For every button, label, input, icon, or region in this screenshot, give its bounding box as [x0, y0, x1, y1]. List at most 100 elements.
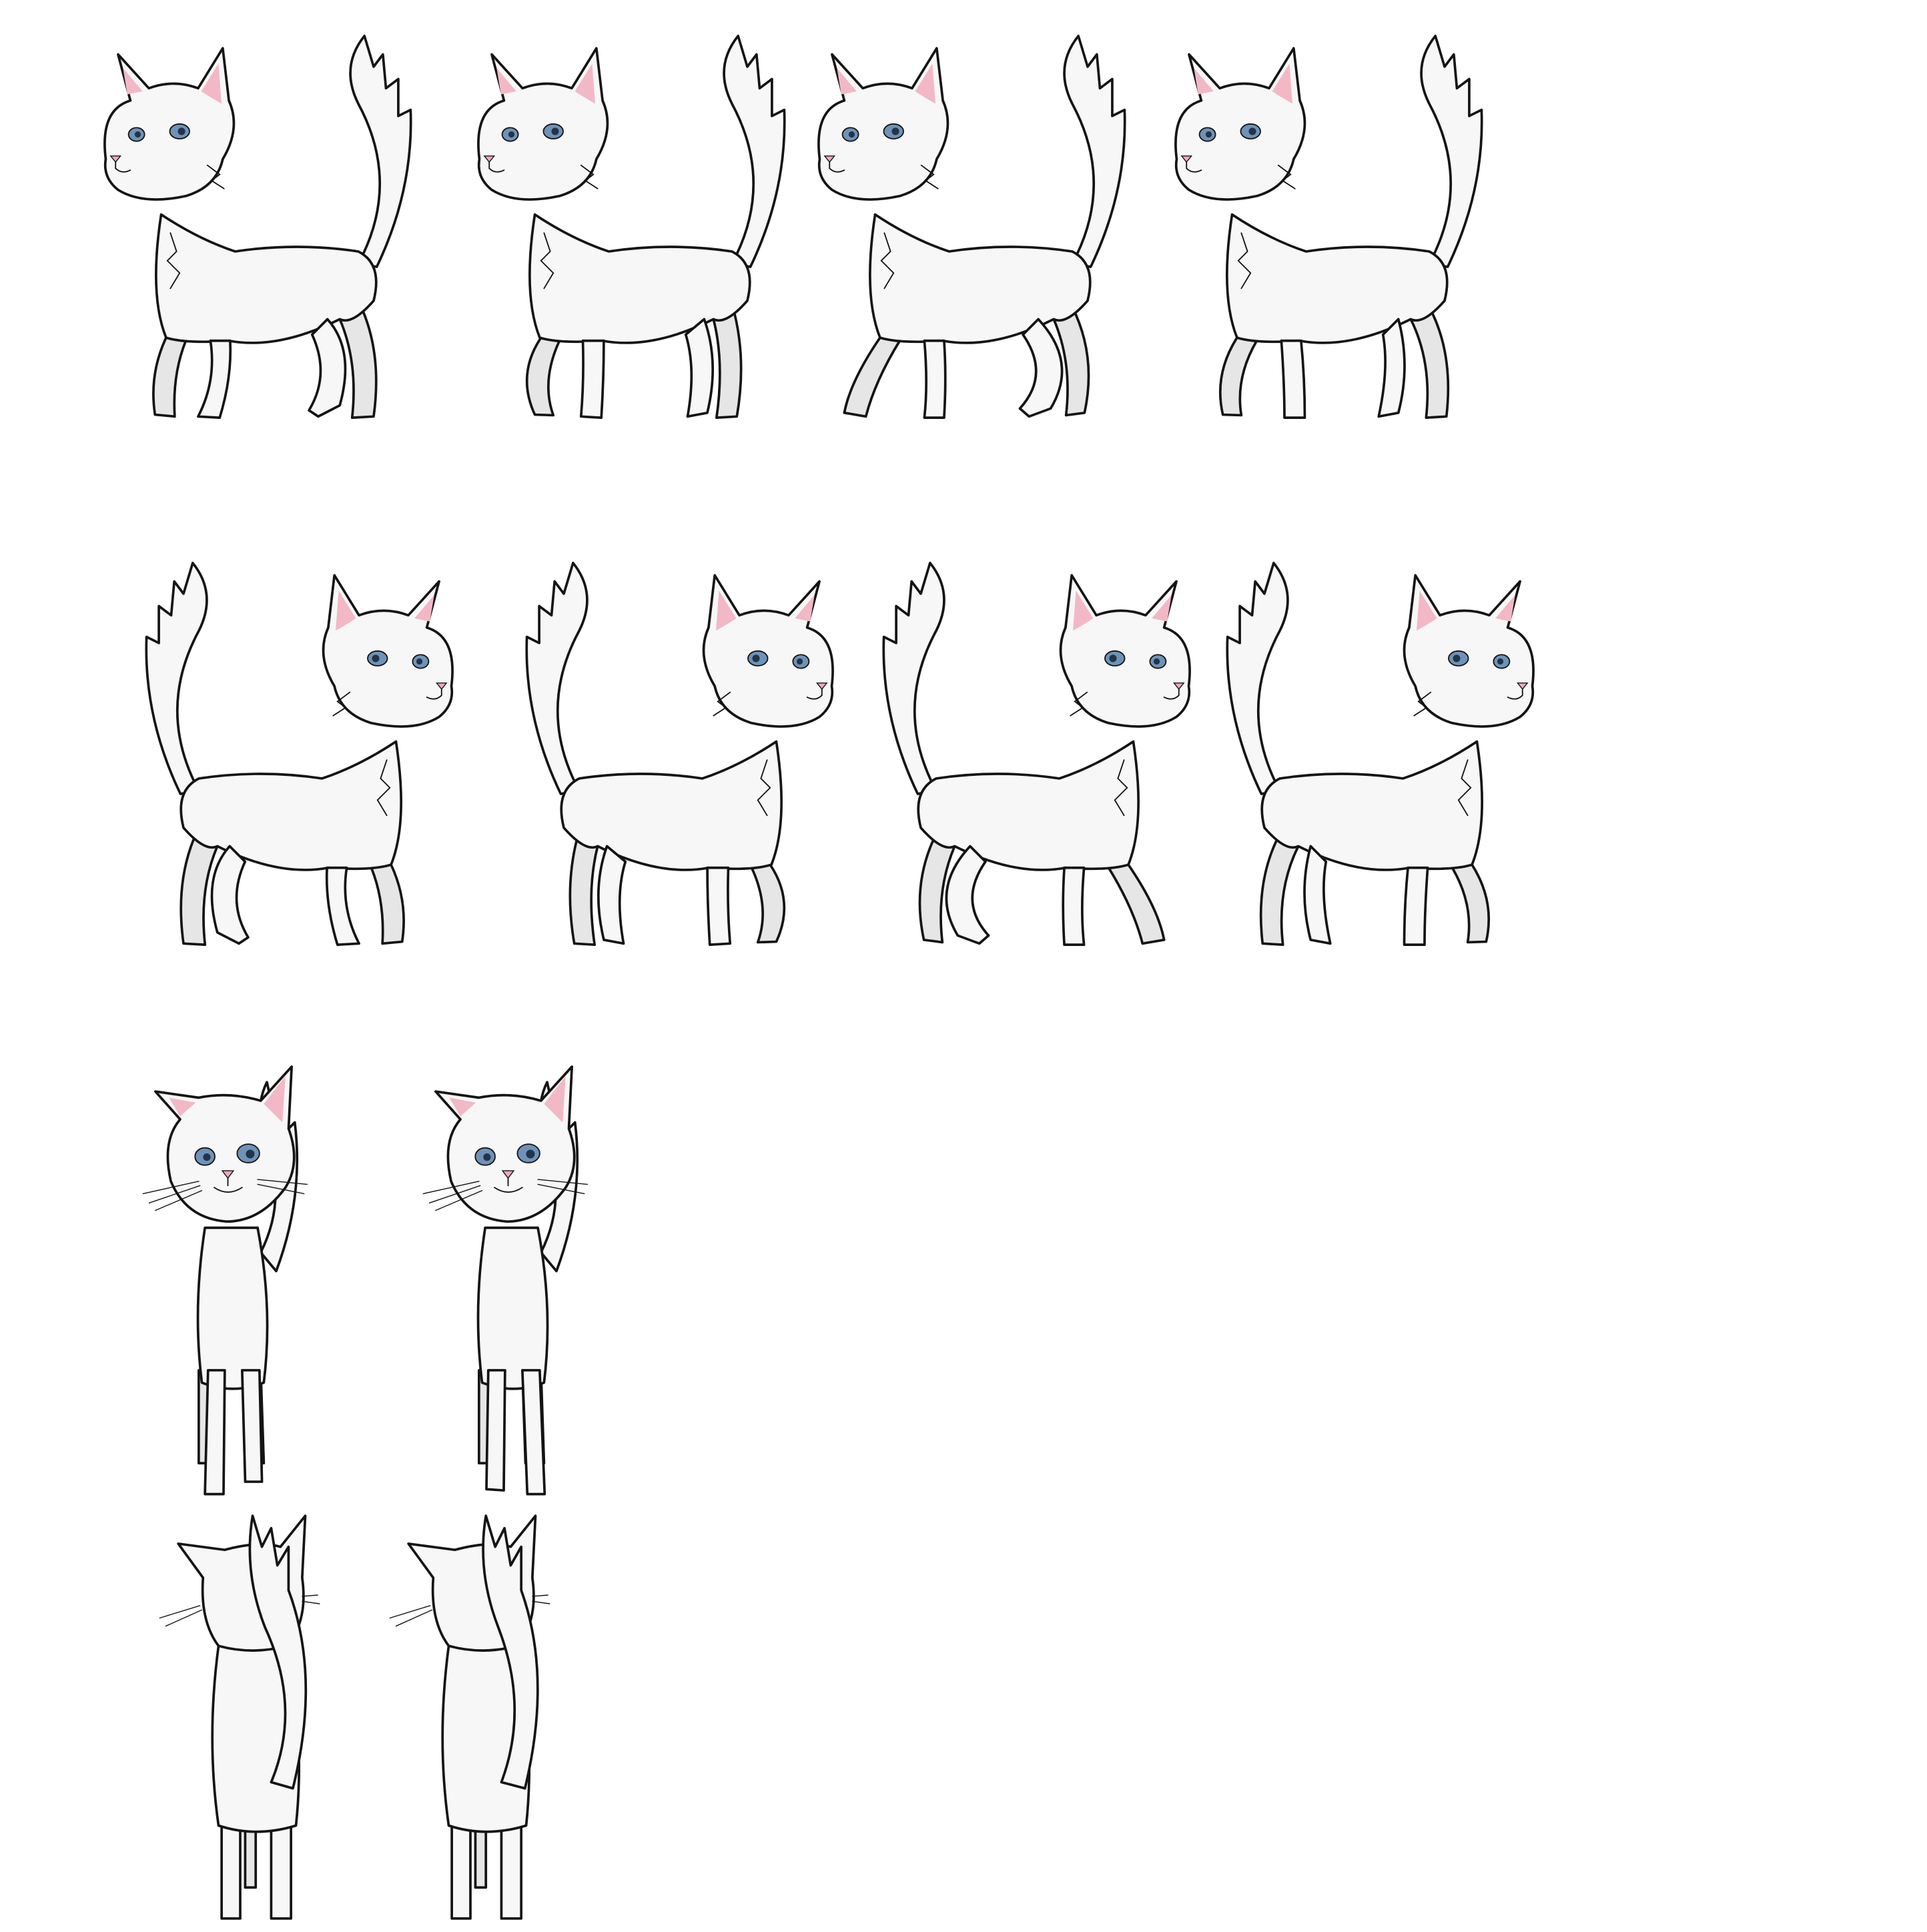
whiskers	[302, 1594, 320, 1604]
front-leg-near	[241, 1369, 264, 1483]
pupil	[752, 654, 760, 662]
nose	[1516, 682, 1529, 690]
ear-inner	[1272, 63, 1292, 104]
pupil	[134, 131, 141, 138]
pupil	[1453, 654, 1461, 662]
front-leg-near	[706, 866, 732, 946]
body	[917, 740, 1140, 871]
cat-side-view	[477, 35, 786, 419]
ear-inner	[264, 1075, 286, 1123]
cheek-fur	[920, 164, 939, 189]
mouth	[488, 161, 505, 173]
pupil	[203, 1153, 211, 1161]
cat-side-view	[1174, 35, 1483, 420]
hind-leg-far	[568, 829, 599, 946]
walk-down-frame-2	[417, 1047, 591, 1501]
tail	[145, 562, 208, 795]
walk-right-frame-2	[524, 554, 844, 954]
pupil	[372, 654, 380, 662]
mouth	[426, 688, 442, 700]
chest-fur	[880, 232, 895, 290]
front-leg-near	[579, 339, 605, 419]
hind-leg-far	[1052, 306, 1090, 417]
hind-leg-near	[945, 845, 990, 945]
pupil	[848, 131, 855, 138]
head	[154, 1065, 296, 1223]
nose	[823, 155, 836, 163]
hind-leg-near	[684, 318, 715, 418]
ear-inner	[1152, 594, 1172, 622]
ear-inner	[1194, 67, 1214, 95]
mirrored-cat	[882, 562, 1191, 946]
front-leg-near	[204, 1369, 226, 1496]
nose	[109, 155, 122, 163]
front-leg-far	[843, 336, 901, 418]
cat-side-view	[882, 562, 1191, 946]
whiskers	[159, 1605, 203, 1627]
chest-fur	[376, 759, 391, 817]
tail	[723, 35, 786, 268]
front-leg-near	[923, 339, 947, 420]
front-leg-far	[1107, 863, 1166, 945]
cheek-fur	[580, 164, 599, 189]
pupil	[1205, 131, 1212, 138]
hind-leg-near	[1303, 845, 1332, 945]
hind-leg-far	[1409, 306, 1450, 419]
pupil	[177, 127, 185, 135]
chest-fur	[166, 232, 181, 290]
front-leg-far	[244, 1824, 258, 1889]
mouth	[214, 1177, 243, 1193]
ear-inner	[1417, 590, 1437, 631]
body	[560, 740, 783, 871]
walk-down-frame-1	[137, 1047, 310, 1501]
cat-back-view	[389, 1514, 550, 1920]
nose	[815, 682, 828, 690]
ear-inner	[716, 590, 737, 631]
body	[869, 213, 1092, 344]
pupil	[416, 658, 423, 665]
ear-inner	[574, 63, 595, 104]
body	[155, 213, 378, 344]
ear-inner	[449, 1097, 476, 1117]
mouth	[115, 161, 131, 173]
chest-fur	[1237, 232, 1252, 290]
front-leg-far	[370, 863, 405, 945]
tail	[349, 35, 412, 268]
mirrored-cat	[525, 562, 834, 946]
pupil	[1248, 127, 1256, 135]
nose	[1180, 155, 1193, 163]
tail	[482, 1514, 539, 1790]
front-leg-near	[325, 866, 360, 946]
whiskers	[532, 1594, 550, 1604]
walk-left-frame-2	[467, 27, 787, 427]
nose	[435, 682, 448, 690]
ear-inner	[336, 590, 356, 631]
cheek-fur	[713, 691, 731, 716]
ear-inner	[837, 67, 857, 95]
body	[528, 213, 751, 344]
walk-right-frame-1	[143, 554, 464, 954]
mouth	[1507, 688, 1523, 700]
hind-leg-near	[1018, 318, 1064, 418]
cat-front-view	[142, 1065, 308, 1496]
hind-leg-far	[338, 299, 378, 419]
mouth	[1186, 161, 1202, 173]
cheek-fur	[1070, 691, 1088, 716]
cheek-fur	[1413, 691, 1432, 716]
ear-inner	[795, 594, 815, 622]
body	[179, 740, 402, 871]
hind-leg-far	[1259, 833, 1300, 946]
nose	[221, 1170, 235, 1179]
pupil	[508, 131, 515, 138]
walk-right-frame-3	[881, 554, 1201, 954]
front-leg-near	[1280, 339, 1306, 420]
cat-back-view	[159, 1514, 320, 1920]
ear-inner	[123, 67, 143, 95]
walk-up-frame-1	[153, 1491, 327, 1925]
tail	[1226, 562, 1289, 795]
hind-leg-near	[210, 845, 250, 945]
whiskers	[537, 1179, 589, 1194]
nose	[1172, 682, 1185, 690]
ear-inner	[915, 63, 935, 104]
